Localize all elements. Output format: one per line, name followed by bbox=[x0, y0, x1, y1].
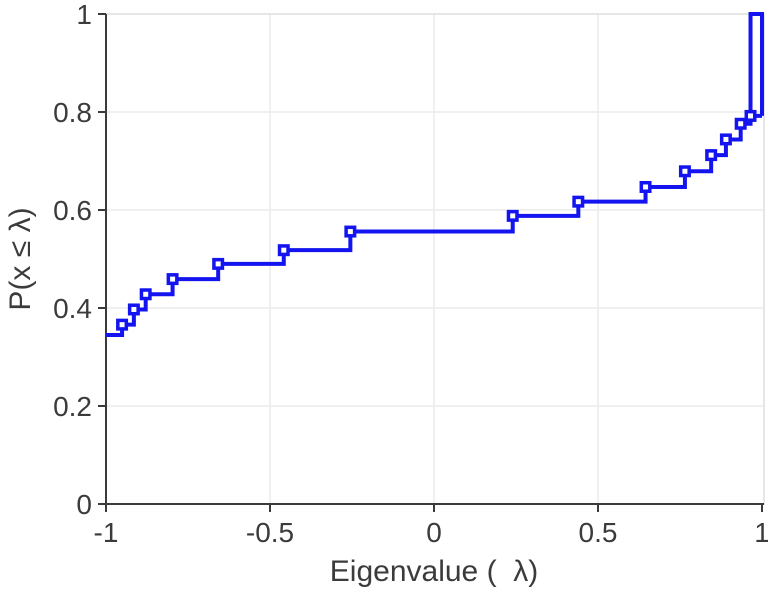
tick-marks bbox=[98, 13, 763, 512]
data-point-marker bbox=[277, 244, 290, 257]
data-point-marker bbox=[116, 318, 129, 331]
y-tick-label: 1 bbox=[76, 0, 92, 30]
data-point-marker bbox=[127, 303, 140, 316]
data-point-marker bbox=[572, 195, 585, 208]
tick-labels: -1 -0.5 0 0.5 1 0 0.2 0.4 0.6 0.8 1 bbox=[53, 0, 768, 548]
data-point-markers bbox=[116, 109, 757, 331]
data-point-marker bbox=[139, 288, 152, 301]
data-point-marker bbox=[744, 109, 757, 122]
x-tick-label: 0 bbox=[426, 517, 442, 548]
y-tick-label: 0 bbox=[76, 489, 92, 520]
data-point-marker bbox=[678, 165, 691, 178]
x-tick-label: 1 bbox=[754, 517, 768, 548]
y-tick-label: 0.8 bbox=[53, 97, 92, 128]
data-point-marker bbox=[734, 117, 747, 130]
data-point-marker bbox=[166, 273, 179, 286]
x-tick-label: -0.5 bbox=[246, 517, 294, 548]
y-axis-label: P(x ≤ λ) bbox=[4, 207, 37, 310]
y-tick-label: 0.4 bbox=[53, 293, 92, 324]
x-tick-label: 0.5 bbox=[579, 517, 618, 548]
data-point-marker bbox=[212, 257, 225, 270]
x-tick-label: -1 bbox=[94, 517, 119, 548]
data-point-marker bbox=[639, 180, 652, 193]
data-point-marker bbox=[705, 149, 718, 162]
grid-layer bbox=[106, 14, 763, 504]
data-point-marker bbox=[506, 209, 519, 222]
x-axis-label: Eigenvalue ( λ) bbox=[330, 555, 538, 588]
y-tick-label: 0.2 bbox=[53, 391, 92, 422]
data-point-marker bbox=[719, 133, 732, 146]
data-point-marker bbox=[344, 225, 357, 238]
y-tick-label: 0.6 bbox=[53, 195, 92, 226]
cdf-end-spike bbox=[748, 12, 764, 116]
